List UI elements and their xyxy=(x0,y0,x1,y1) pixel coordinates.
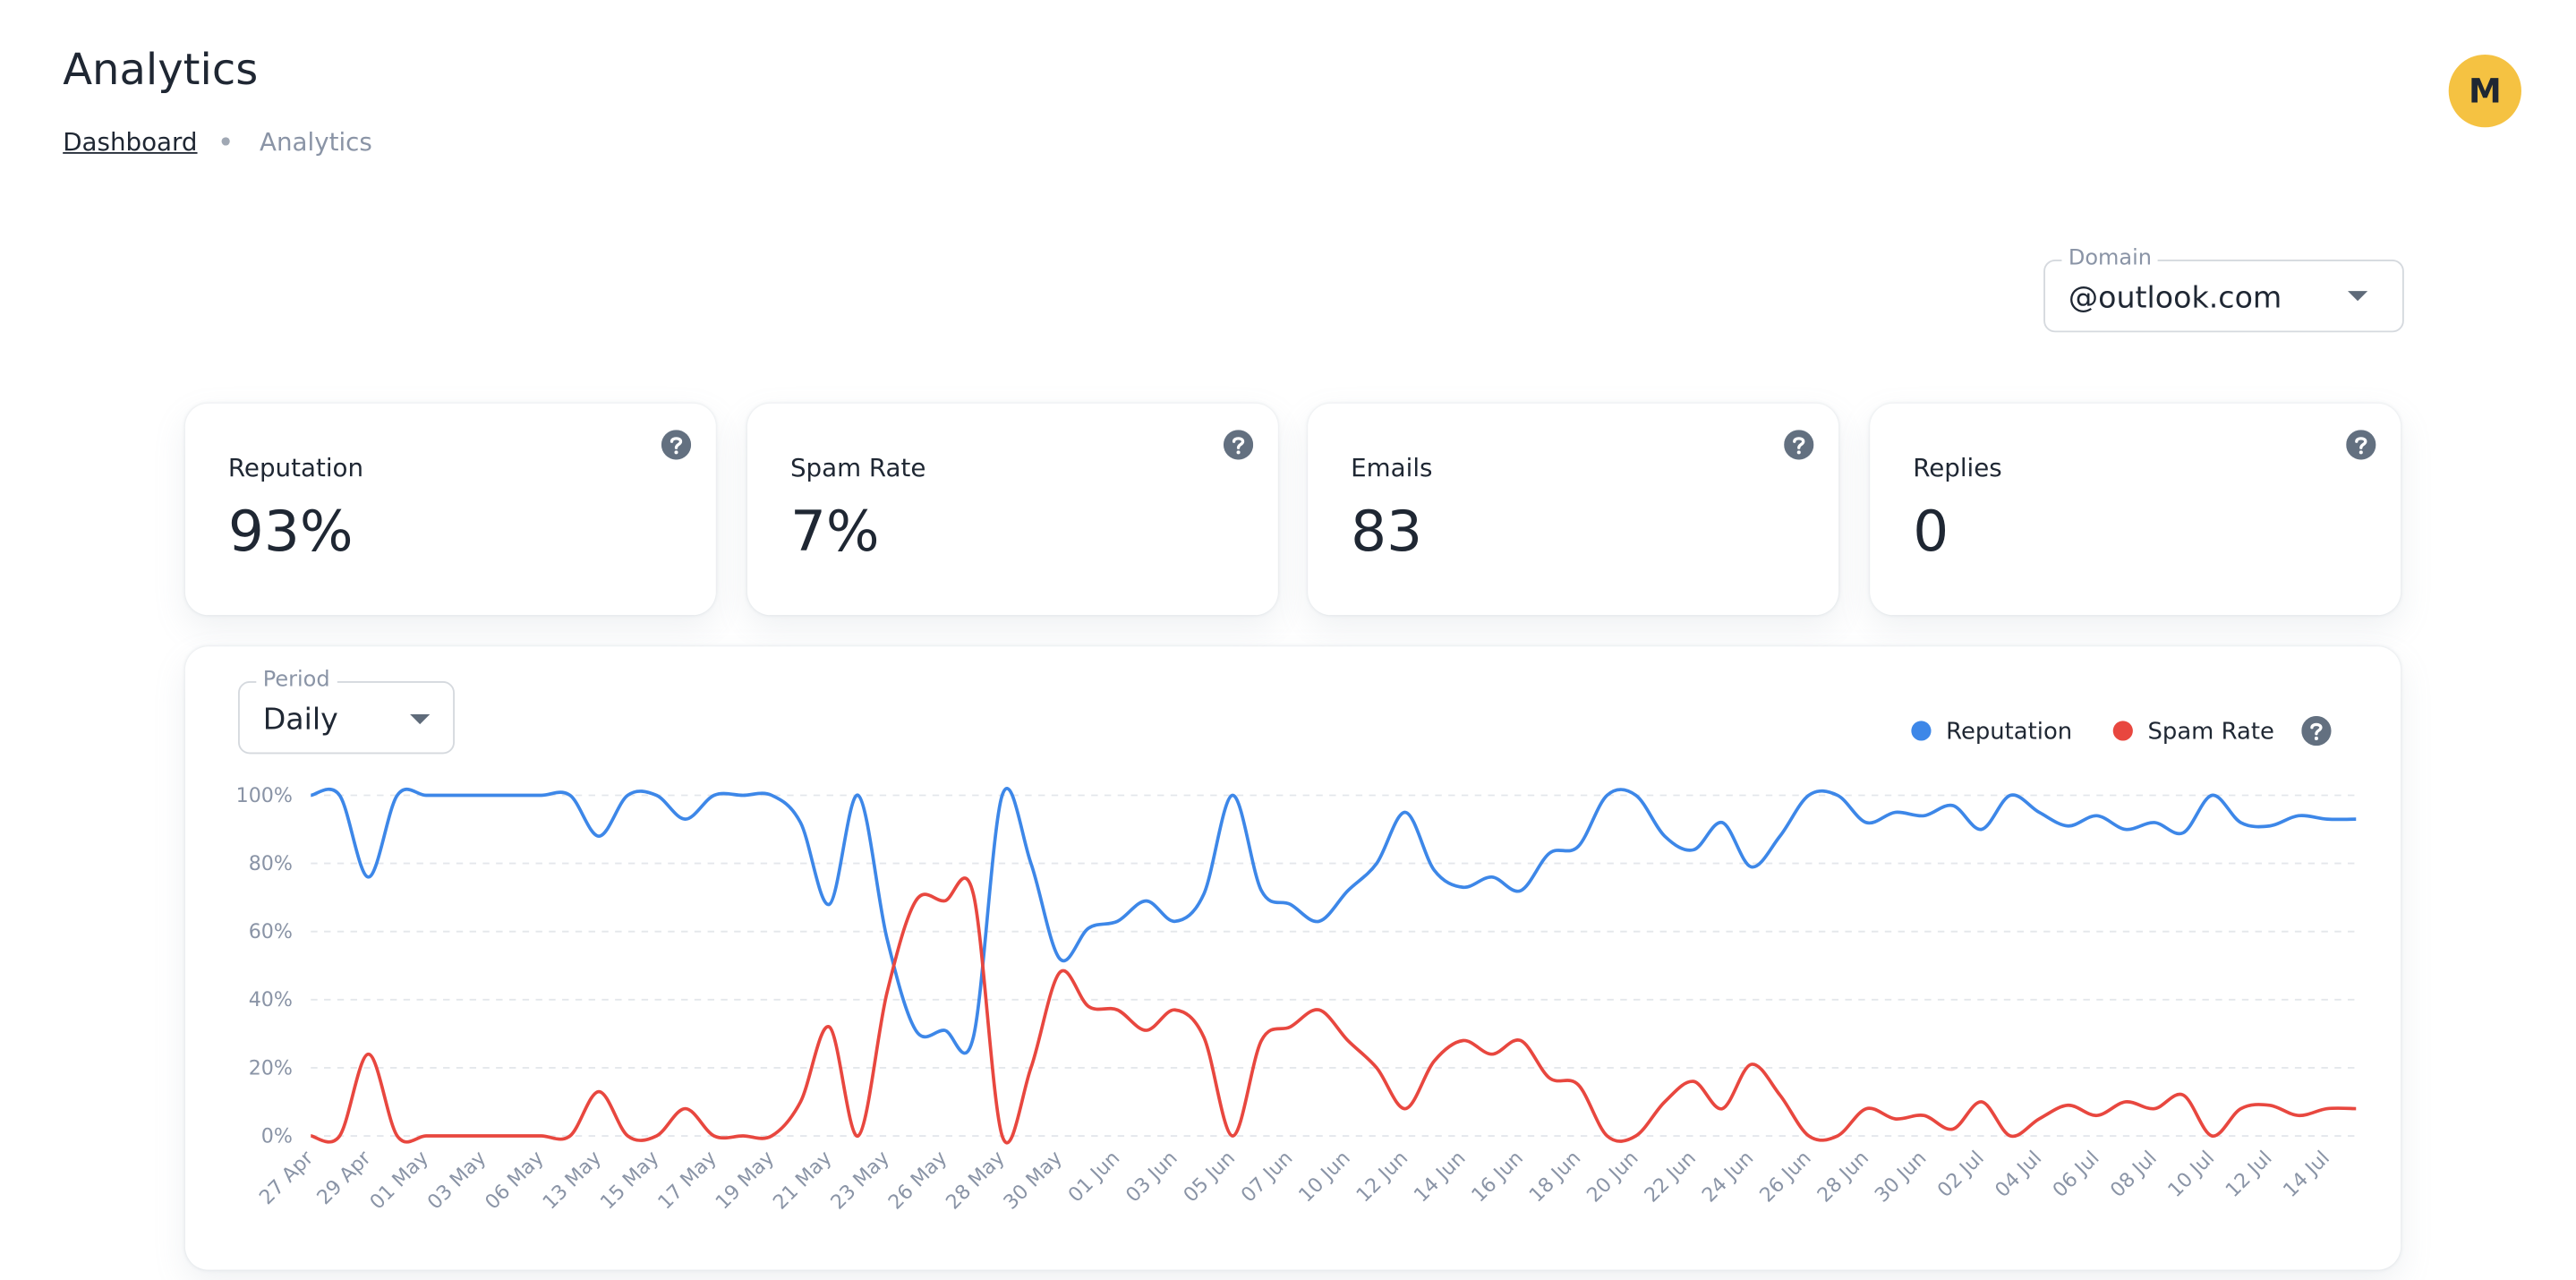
period-select[interactable]: Period Daily xyxy=(237,668,455,755)
x-tick-label: 15 May xyxy=(596,1147,664,1215)
stat-card: Spam Rate 7% xyxy=(746,403,1278,616)
stat-label: Spam Rate xyxy=(789,453,926,483)
x-tick-label: 20 Jun xyxy=(1582,1147,1643,1207)
x-tick-label: 18 Jun xyxy=(1524,1147,1585,1207)
y-tick-label: 80% xyxy=(249,852,293,875)
x-tick-label: 12 Jun xyxy=(1352,1147,1412,1207)
breadcrumb-link[interactable]: Dashboard xyxy=(63,127,198,158)
y-tick-label: 40% xyxy=(249,988,293,1011)
help-icon[interactable] xyxy=(661,430,692,460)
x-tick-label: 10 Jul xyxy=(2163,1147,2219,1202)
stat-value: 7% xyxy=(789,499,880,566)
stat-label: Replies xyxy=(1913,453,2002,483)
stat-card: Emails 83 xyxy=(1308,403,1839,616)
help-icon[interactable] xyxy=(1223,430,1254,460)
legend-marker xyxy=(2112,721,2133,741)
x-tick-label: 05 Jun xyxy=(1179,1147,1240,1207)
x-tick-label: 01 Jun xyxy=(1064,1147,1125,1207)
legend-label: Spam Rate xyxy=(2148,719,2274,746)
x-tick-label: 30 Jun xyxy=(1871,1147,1932,1207)
x-tick-label: 08 Jul xyxy=(2106,1147,2162,1202)
help-icon[interactable] xyxy=(2301,715,2332,747)
stat-card: Replies 0 xyxy=(1870,403,2401,616)
domain-select[interactable]: Domain @outlook.com xyxy=(2043,246,2404,333)
x-tick-label: 13 May xyxy=(538,1147,606,1215)
x-tick-label: 07 Jun xyxy=(1237,1147,1298,1207)
x-tick-label: 22 Jun xyxy=(1640,1147,1701,1207)
page-title: Analytics xyxy=(63,46,259,97)
x-tick-label: 16 Jun xyxy=(1467,1147,1528,1207)
x-tick-label: 21 May xyxy=(769,1147,837,1215)
legend-label: Reputation xyxy=(1946,719,2072,746)
x-tick-label: 28 May xyxy=(942,1147,1010,1215)
x-tick-label: 06 May xyxy=(481,1147,549,1215)
x-tick-label: 30 May xyxy=(999,1147,1067,1215)
x-tick-label: 19 May xyxy=(711,1147,779,1215)
stat-value: 83 xyxy=(1351,499,1423,566)
series-line xyxy=(310,876,2357,1145)
y-tick-label: 100% xyxy=(236,784,293,807)
dropdown-arrow xyxy=(410,713,431,725)
x-tick-label: 10 Jun xyxy=(1294,1147,1355,1207)
x-tick-label: 02 Jul xyxy=(1933,1147,1989,1202)
select-label: Domain xyxy=(2061,246,2159,271)
select-value: @outlook.com xyxy=(2068,281,2282,316)
help-icon[interactable] xyxy=(2346,430,2376,460)
x-tick-label: 28 Jun xyxy=(1813,1147,1873,1207)
stat-card: Reputation 93% xyxy=(184,403,716,616)
series-line xyxy=(310,786,2357,1055)
x-tick-label: 03 Jun xyxy=(1122,1147,1182,1207)
avatar[interactable]: M xyxy=(2448,54,2521,128)
x-tick-label: 26 May xyxy=(884,1147,952,1215)
dropdown-arrow xyxy=(2348,291,2368,302)
stat-label: Emails xyxy=(1351,453,1433,483)
x-tick-label: 24 Jun xyxy=(1698,1147,1759,1207)
breadcrumb-current: Analytics xyxy=(260,127,372,158)
help-icon[interactable] xyxy=(1784,430,1814,460)
stat-value: 93% xyxy=(227,499,354,566)
breadcrumb-separator xyxy=(221,137,230,146)
y-tick-label: 20% xyxy=(249,1056,293,1079)
x-tick-label: 06 Jul xyxy=(2048,1147,2103,1202)
chart-card: Period Daily xyxy=(184,646,2401,1270)
stat-label: Reputation xyxy=(227,453,364,483)
x-tick-label: 27 Apr xyxy=(255,1146,319,1209)
x-tick-label: 26 Jun xyxy=(1755,1147,1816,1207)
x-tick-label: 14 Jul xyxy=(2279,1147,2334,1202)
select-value: Daily xyxy=(262,703,338,738)
legend-marker xyxy=(1911,721,1932,741)
x-tick-label: 17 May xyxy=(653,1147,721,1215)
x-tick-label: 04 Jul xyxy=(1991,1147,2046,1202)
x-tick-label: 03 May xyxy=(423,1147,491,1215)
x-tick-label: 01 May xyxy=(365,1147,433,1215)
x-tick-label: 14 Jun xyxy=(1410,1147,1471,1207)
y-tick-label: 0% xyxy=(261,1124,293,1148)
x-tick-label: 12 Jul xyxy=(2221,1147,2276,1202)
select-label: Period xyxy=(256,668,337,693)
y-tick-label: 60% xyxy=(249,920,293,943)
x-tick-label: 23 May xyxy=(826,1147,894,1215)
x-tick-label: 29 Apr xyxy=(312,1146,376,1209)
stat-value: 0 xyxy=(1913,499,1949,566)
